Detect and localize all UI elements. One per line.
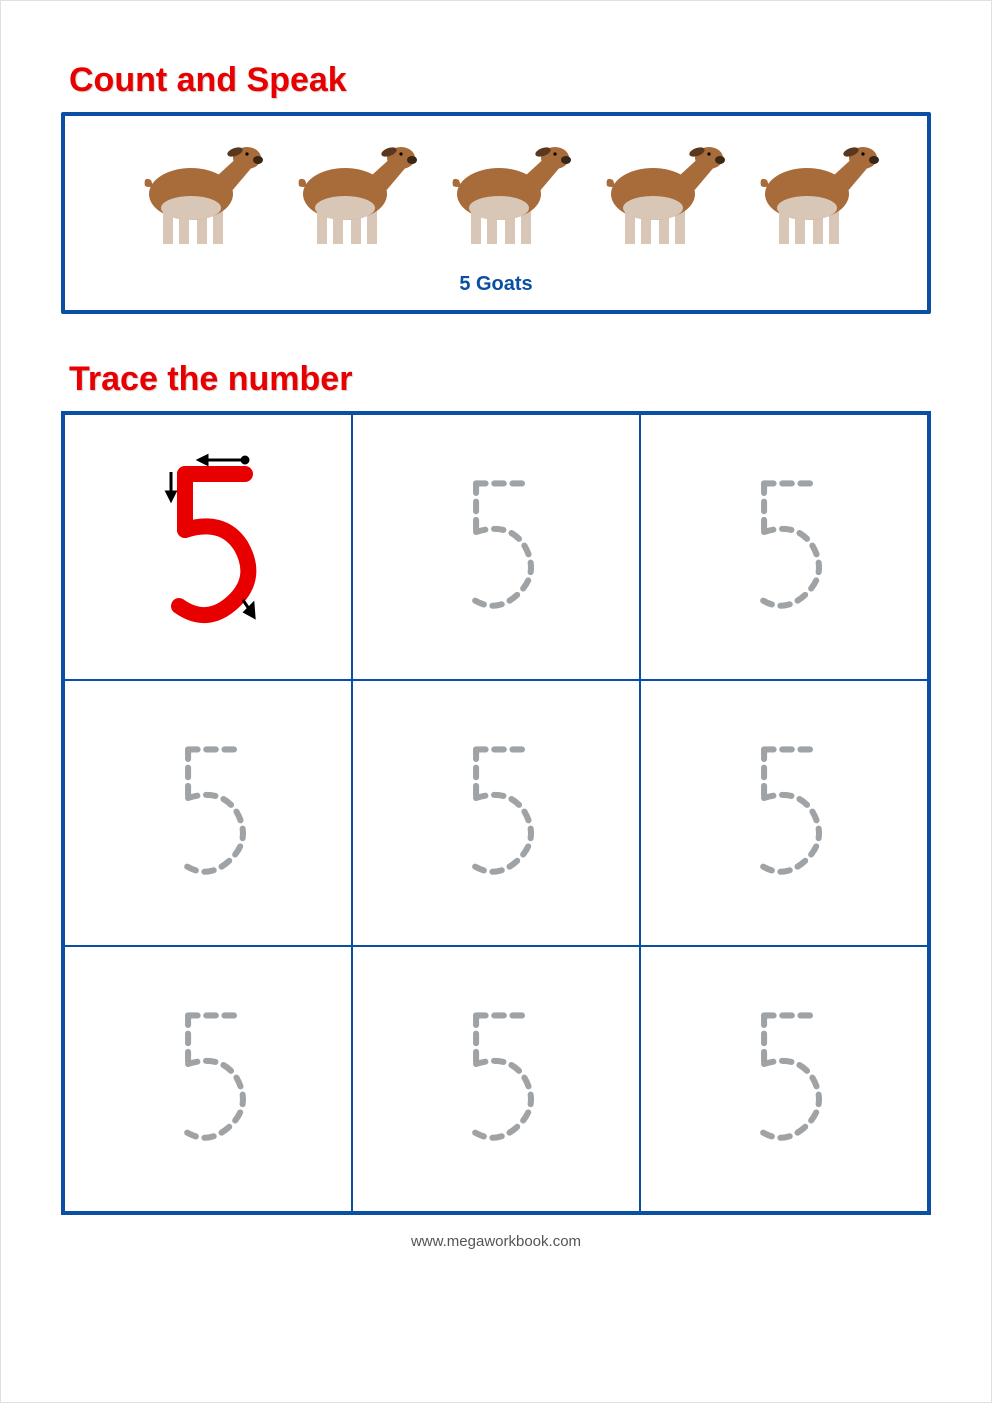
trace-cell [352, 413, 641, 680]
goat-item [113, 136, 263, 261]
goat-item [729, 136, 879, 261]
trace-cell [352, 946, 641, 1213]
goat-icon [575, 136, 725, 256]
goat-icon [113, 136, 263, 256]
trace-cell [640, 946, 929, 1213]
goat-item [421, 136, 571, 261]
trace-grid [61, 411, 931, 1215]
number-5-dashed [719, 992, 849, 1162]
trace-cell [63, 413, 352, 680]
trace-heading: Trace the number [61, 360, 931, 399]
worksheet-page: Count and Speak [0, 0, 992, 1403]
count-heading: Count and Speak [61, 61, 931, 100]
footer-url: www.megaworkbook.com [61, 1233, 931, 1250]
goat-item [267, 136, 417, 261]
number-5-solid [133, 450, 283, 640]
count-box: 5 Goats [61, 112, 931, 314]
goat-icon [267, 136, 417, 256]
number-5-dashed [719, 726, 849, 896]
number-5-dashed [431, 726, 561, 896]
goat-icon [421, 136, 571, 256]
number-5-dashed [143, 992, 273, 1162]
number-5-dashed [431, 460, 561, 630]
goat-item [575, 136, 725, 261]
goats-row [75, 136, 917, 261]
number-5-dashed [719, 460, 849, 630]
trace-cell [352, 680, 641, 946]
trace-cell [63, 680, 352, 946]
goat-icon [729, 136, 879, 256]
trace-cell [63, 946, 352, 1213]
number-5-dashed [143, 726, 273, 896]
trace-cell [640, 413, 929, 680]
number-5-dashed [431, 992, 561, 1162]
count-label: 5 Goats [75, 273, 917, 296]
trace-cell [640, 680, 929, 946]
